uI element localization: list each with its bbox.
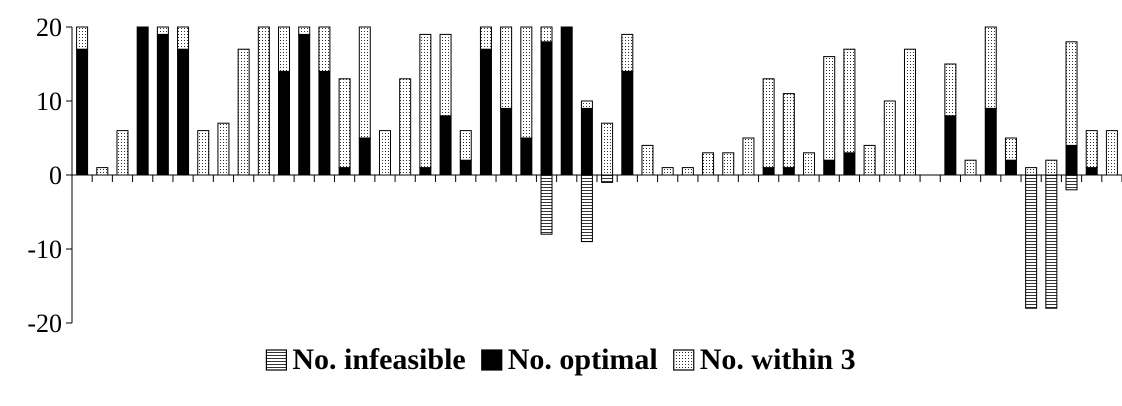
bar-no-within-3 <box>762 78 775 169</box>
bar-no-within-3 <box>782 93 795 169</box>
legend-swatch-no-infeasible <box>265 349 287 371</box>
bar-no-within-3 <box>76 26 89 50</box>
bars-group <box>76 26 1118 309</box>
bar-no-optimal <box>419 167 432 176</box>
bar-no-optimal <box>1004 159 1017 176</box>
bar-no-within-3 <box>903 48 916 176</box>
bar-no-within-3 <box>278 26 291 72</box>
bar-no-within-3 <box>681 167 694 176</box>
legend-group: No. infeasible No. optimal No. within 3 <box>265 343 856 376</box>
bar-no-within-3 <box>1105 130 1118 176</box>
bar-no-within-3 <box>378 130 391 176</box>
bar-no-within-3 <box>298 26 311 35</box>
legend-swatch-no-optimal <box>481 349 503 371</box>
bar-no-optimal <box>136 26 149 176</box>
bar-no-within-3 <box>1025 167 1038 176</box>
bar-no-within-3 <box>358 26 371 139</box>
bar-no-optimal <box>944 115 957 176</box>
bar-no-within-3 <box>621 33 634 72</box>
bar-no-infeasible <box>1025 174 1038 309</box>
bar-no-within-3 <box>984 26 997 109</box>
bar-no-optimal <box>76 48 89 176</box>
legend-label-no-infeasible: No. infeasible <box>292 343 465 376</box>
bar-no-within-3 <box>823 56 836 161</box>
bar-no-optimal <box>156 33 169 176</box>
bar-no-infeasible <box>1065 174 1078 191</box>
bar-no-optimal <box>439 115 452 176</box>
bar-no-infeasible <box>580 174 593 243</box>
bar-no-within-3 <box>197 130 210 176</box>
bar-no-within-3 <box>520 26 533 139</box>
bar-no-optimal <box>500 107 513 176</box>
bar-no-optimal <box>560 26 573 176</box>
bar-no-within-3 <box>803 152 816 176</box>
bar-no-optimal <box>782 167 795 176</box>
legend-label-no-within-3: No. within 3 <box>700 343 856 376</box>
bar-no-optimal <box>580 107 593 176</box>
y-tick-label: 10 <box>36 87 62 116</box>
bar-no-within-3 <box>459 130 472 161</box>
y-tick-label: -10 <box>27 235 62 264</box>
bar-no-within-3 <box>964 159 977 176</box>
bar-no-within-3 <box>641 144 654 176</box>
bar-no-within-3 <box>702 152 715 176</box>
bar-no-within-3 <box>944 63 957 117</box>
bar-no-within-3 <box>439 33 452 117</box>
bar-no-within-3 <box>863 144 876 176</box>
bar-no-optimal <box>520 137 533 176</box>
bar-no-optimal <box>621 70 634 176</box>
bar-no-within-3 <box>479 26 492 50</box>
bar-no-within-3 <box>257 26 270 176</box>
bar-no-optimal <box>762 167 775 176</box>
bar-no-optimal <box>278 70 291 176</box>
bar-no-optimal <box>1065 144 1078 176</box>
bar-no-within-3 <box>1045 159 1058 176</box>
bar-no-optimal <box>479 48 492 176</box>
legend-swatch-no-within-3 <box>673 349 695 371</box>
bar-no-infeasible <box>601 174 614 183</box>
bar-no-within-3 <box>419 33 432 169</box>
legend-label-no-optimal: No. optimal <box>508 343 658 376</box>
bar-no-optimal <box>358 137 371 176</box>
bar-no-infeasible <box>1045 174 1058 309</box>
bar-no-within-3 <box>1085 130 1098 169</box>
bar-no-infeasible <box>540 174 553 235</box>
bar-no-within-3 <box>661 167 674 176</box>
bar-no-within-3 <box>237 48 250 176</box>
bar-no-optimal <box>984 107 997 176</box>
axis-group: 20 10 0 -10 -20 <box>27 13 1122 338</box>
bar-no-optimal <box>843 152 856 176</box>
bar-no-within-3 <box>742 137 755 176</box>
bar-no-optimal <box>459 159 472 176</box>
bar-no-within-3 <box>177 26 190 50</box>
bar-no-within-3 <box>500 26 513 109</box>
bar-no-within-3 <box>843 48 856 154</box>
bar-no-within-3 <box>540 26 553 43</box>
bar-no-within-3 <box>338 78 351 169</box>
y-tick-label: -20 <box>27 309 62 338</box>
bar-no-within-3 <box>116 130 129 176</box>
bar-no-optimal <box>318 70 331 176</box>
bar-no-optimal <box>1085 167 1098 176</box>
bar-no-within-3 <box>217 122 230 176</box>
bar-no-optimal <box>298 33 311 176</box>
bar-no-within-3 <box>96 167 109 176</box>
y-tick-label: 20 <box>36 13 62 42</box>
bar-no-within-3 <box>883 100 896 176</box>
bar-no-within-3 <box>601 122 614 176</box>
bar-no-optimal <box>540 41 553 176</box>
bar-no-within-3 <box>318 26 331 72</box>
bar-no-within-3 <box>722 152 735 176</box>
bar-no-optimal <box>823 159 836 176</box>
bar-no-within-3 <box>1004 137 1017 161</box>
bar-no-within-3 <box>1065 41 1078 146</box>
bar-no-within-3 <box>399 78 412 176</box>
bar-no-within-3 <box>156 26 169 35</box>
bar-no-within-3 <box>580 100 593 109</box>
bar-no-optimal <box>338 167 351 176</box>
y-tick-label: 0 <box>49 161 62 190</box>
bar-no-optimal <box>177 48 190 176</box>
